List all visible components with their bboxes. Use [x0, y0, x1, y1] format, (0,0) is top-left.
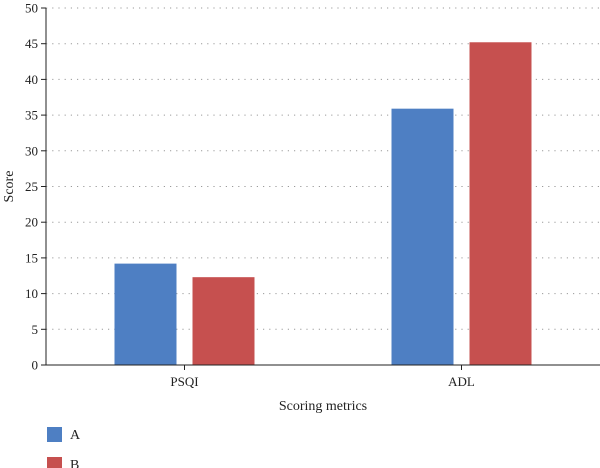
y-tick-label: 25 [25, 179, 38, 194]
y-axis-label: Score [2, 171, 17, 203]
x-axis-label: Scoring metrics [279, 399, 367, 414]
bar-B-ADL [469, 42, 532, 365]
legend-label: B [70, 458, 79, 468]
x-tick-label: PSQI [170, 374, 198, 389]
legend-swatch-A [47, 427, 62, 442]
bar-B-PSQI [192, 277, 255, 365]
y-tick-label: 5 [32, 322, 39, 337]
y-tick-label: 10 [25, 286, 38, 301]
bar-A-PSQI [114, 263, 177, 365]
x-tick-label: ADL [448, 374, 475, 389]
y-tick-label: 40 [25, 72, 38, 87]
y-tick-label: 15 [25, 250, 38, 265]
legend: AB [47, 427, 81, 468]
y-tick-label: 20 [25, 215, 38, 230]
legend-swatch-B [47, 457, 62, 468]
bar-A-ADL [391, 108, 454, 365]
y-tick-labels: 0 5 10 15 20 25 30 35 40 45 50 [25, 1, 46, 373]
y-tick-label: 0 [32, 358, 39, 373]
bars [114, 42, 532, 365]
y-tick-label: 35 [25, 108, 38, 123]
legend-label: A [70, 428, 81, 443]
y-tick-label: 30 [25, 143, 38, 158]
x-tick-labels: PSQI ADL [170, 365, 475, 389]
y-tick-label: 45 [25, 36, 38, 51]
y-tick-label: 50 [25, 1, 38, 16]
